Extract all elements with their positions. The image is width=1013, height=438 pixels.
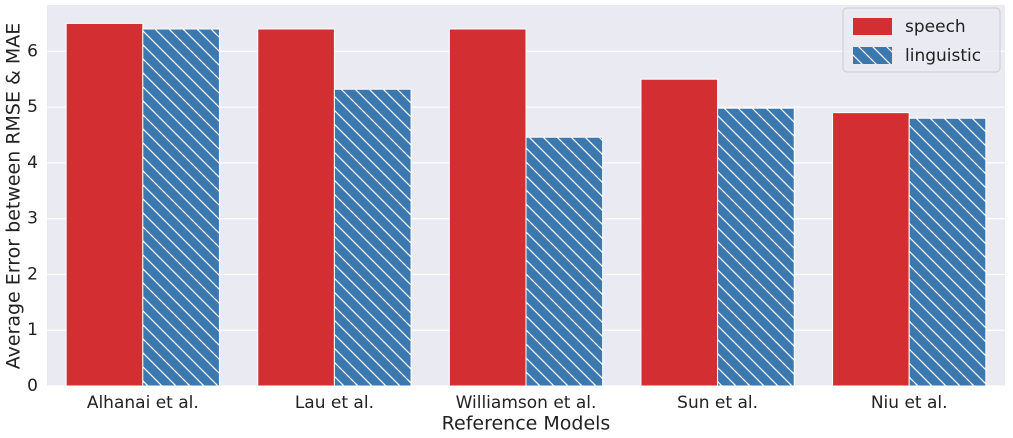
x-tick-label: Sun et al. [677, 393, 758, 413]
bar [448, 28, 527, 387]
legend-swatch [853, 47, 892, 64]
bar [908, 117, 987, 387]
bar [257, 28, 335, 387]
legend-swatch [853, 18, 892, 35]
y-tick-label: 3 [27, 209, 38, 229]
x-axis-label: Reference Models [442, 413, 611, 435]
bar [65, 22, 144, 387]
legend-label: speech [905, 17, 966, 37]
x-tick-label: Alhanai et al. [87, 393, 199, 413]
legend-label: linguistic [905, 46, 981, 66]
y-tick-label: 0 [27, 376, 38, 396]
y-tick-label: 1 [27, 320, 38, 340]
y-axis-label: Average Error between RMSE & MAE [3, 23, 25, 370]
y-tick-label: 6 [27, 41, 38, 61]
x-tick-label: Lau et al. [295, 393, 374, 413]
bar [525, 136, 604, 387]
y-tick-label: 4 [27, 153, 38, 173]
bar [333, 88, 412, 387]
y-tick-label: 2 [27, 264, 38, 284]
x-tick-label: Niu et al. [871, 393, 948, 413]
bar [142, 28, 220, 387]
bar [832, 112, 910, 387]
bar [717, 107, 795, 387]
y-tick-label: 5 [27, 97, 38, 117]
bar [640, 78, 719, 387]
x-tick-label: Williamson et al. [456, 393, 597, 413]
